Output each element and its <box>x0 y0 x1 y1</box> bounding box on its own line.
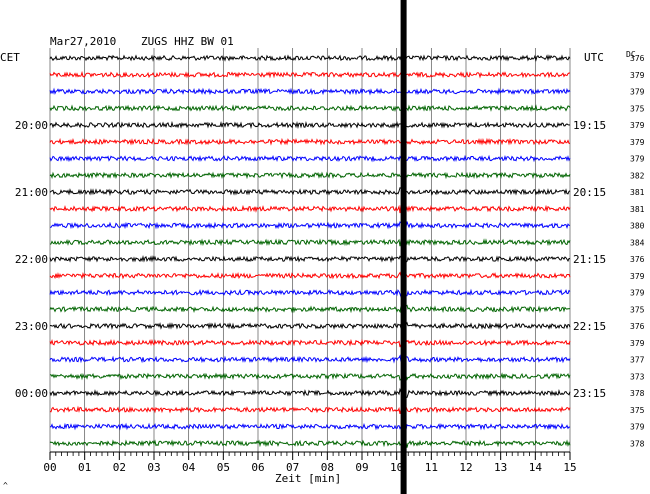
left-time-label: 21:00 <box>15 186 48 199</box>
left-time-label: 23:00 <box>15 320 48 333</box>
right-time-label: 23:15 <box>573 387 606 400</box>
dc-value: 379 <box>630 272 645 281</box>
x-tick-label: 02 <box>113 461 126 474</box>
trace-line <box>49 154 571 163</box>
x-tick-label: 03 <box>147 461 160 474</box>
dc-value: 375 <box>630 406 645 415</box>
left-time-label: 20:00 <box>15 119 48 132</box>
dc-value: 375 <box>630 104 645 113</box>
x-tick-label: 12 <box>459 461 472 474</box>
dc-value: 379 <box>630 339 645 348</box>
dc-value: 381 <box>630 188 645 197</box>
trace-line <box>49 422 571 432</box>
dc-value: 381 <box>630 205 645 214</box>
x-tick-label: 05 <box>217 461 230 474</box>
trace-line <box>49 438 571 450</box>
trace-line <box>49 304 571 315</box>
trace-line <box>49 372 571 381</box>
trace-line <box>49 70 571 79</box>
event-marker <box>400 0 407 494</box>
x-tick-label: 00 <box>43 461 56 474</box>
x-tick-label: 10 <box>390 461 403 474</box>
trace-line <box>49 338 571 348</box>
x-tick-label: 07 <box>286 461 299 474</box>
dc-values: 376 379 379 375 379 379 379 382 381 381 380 384 376 3… <box>630 54 645 448</box>
trace-line <box>49 120 571 130</box>
trace-line <box>49 204 571 215</box>
trace-line <box>49 104 571 113</box>
left-time-label: 00:00 <box>15 387 48 400</box>
dc-value: 384 <box>630 238 645 247</box>
dc-value: 373 <box>630 372 645 381</box>
trace-line <box>49 137 571 146</box>
seismic-traces <box>49 0 571 494</box>
right-time-label: 20:15 <box>573 186 606 199</box>
station-label: ZUGS HHZ BW 01 <box>141 35 234 48</box>
dc-header-label: DC <box>626 50 636 59</box>
x-axis: 00 01 02 03 04 05 06 07 08 09 10 11 12 13 14 15 <box>43 452 577 474</box>
dc-value: 379 <box>630 71 645 80</box>
trace-line <box>49 238 571 247</box>
left-timezone-label: CET <box>0 51 20 64</box>
dc-value: 379 <box>630 423 645 432</box>
trace-line <box>49 187 571 197</box>
x-tick-label: 06 <box>251 461 264 474</box>
right-time-labels: 19:15 20:15 21:15 22:15 23:15 <box>573 119 606 400</box>
dc-value: 379 <box>630 121 645 130</box>
x-tick-label: 08 <box>321 461 334 474</box>
x-tick-label: 04 <box>182 461 196 474</box>
trace-line <box>49 220 571 230</box>
trace-line <box>49 171 571 180</box>
x-tick-label: 15 <box>563 461 576 474</box>
left-time-labels: 20:00 21:00 22:00 23:00 00:00 <box>15 119 48 400</box>
dc-value: 379 <box>630 155 645 164</box>
right-time-label: 21:15 <box>573 253 606 266</box>
trace-line <box>49 321 571 331</box>
dc-value: 380 <box>630 222 645 231</box>
left-time-label: 22:00 <box>15 253 48 266</box>
trace-line <box>49 87 571 96</box>
dc-value: 375 <box>630 305 645 314</box>
x-tick-label: 01 <box>78 461 91 474</box>
dc-value: 377 <box>630 356 645 365</box>
trace-line <box>49 286 571 299</box>
dc-value: 379 <box>630 289 645 298</box>
trace-line <box>49 54 571 62</box>
trace-line <box>49 271 571 280</box>
x-tick-label: 13 <box>494 461 507 474</box>
dc-value: 376 <box>630 322 645 331</box>
dc-value: 376 <box>630 255 645 264</box>
right-time-label: 19:15 <box>573 119 606 132</box>
dc-value: 379 <box>630 138 645 147</box>
footer-mark: ^ <box>3 481 8 490</box>
dc-value: 379 <box>630 88 645 97</box>
x-tick-label: 14 <box>529 461 543 474</box>
x-tick-label: 11 <box>425 461 438 474</box>
x-tick-label: 09 <box>355 461 368 474</box>
trace-line <box>49 255 571 264</box>
dc-value: 378 <box>630 439 645 448</box>
trace-line <box>49 387 571 399</box>
dc-value: 376 <box>630 54 645 63</box>
dc-value: 378 <box>630 389 645 398</box>
trace-line <box>49 354 571 364</box>
dc-value: 382 <box>630 171 645 180</box>
trace-line <box>49 405 571 415</box>
right-timezone-label: UTC <box>584 51 604 64</box>
x-axis-title: Zeit [min] <box>275 472 341 485</box>
date-label: Mar27,2010 <box>50 35 116 48</box>
right-time-label: 22:15 <box>573 320 606 333</box>
